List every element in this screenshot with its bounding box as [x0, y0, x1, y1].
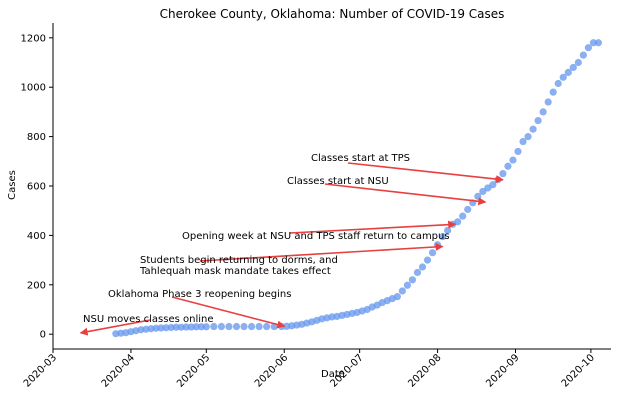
annotation-arrow	[199, 242, 444, 262]
data-point	[534, 116, 542, 125]
data-point	[594, 39, 603, 47]
x-tick-label: 2020-08	[406, 352, 443, 389]
data-point	[554, 79, 562, 88]
data-point	[464, 205, 472, 214]
x-tick-label: 2020-10	[560, 352, 597, 389]
data-point	[504, 162, 512, 170]
data-point	[589, 39, 598, 47]
data-point	[393, 293, 401, 301]
annotation-label: Students begin returning to dorms, and	[140, 255, 338, 266]
x-tick-label: 2020-03	[22, 352, 59, 389]
annotation-label: Classes start at TPS	[311, 153, 410, 164]
y-axis-title: Cases	[7, 170, 18, 200]
y-tick-label: 1200	[21, 33, 46, 44]
data-point	[210, 322, 218, 331]
data-point	[438, 233, 447, 241]
data-point	[247, 322, 256, 331]
x-axis-title: Date	[321, 369, 345, 380]
data-point	[398, 287, 406, 295]
data-point	[549, 88, 557, 96]
data-point	[509, 156, 517, 164]
data-point	[255, 322, 263, 331]
data-point	[499, 170, 507, 178]
data-point	[418, 263, 427, 271]
data-point	[408, 276, 417, 284]
x-tick-label: 2020-06	[253, 352, 290, 389]
annotation-arrow	[324, 183, 487, 206]
data-point	[197, 323, 205, 331]
data-point	[519, 137, 527, 146]
y-tick-label: 600	[27, 182, 46, 193]
x-tick-label: 2020-04	[100, 352, 137, 389]
data-point	[544, 98, 552, 106]
data-point	[579, 51, 587, 59]
data-point	[569, 63, 577, 72]
annotation-label: NSU moves classes online	[83, 314, 214, 325]
data-point	[428, 249, 437, 257]
annotation-label: Opening week at NSU and TPS staff return…	[182, 231, 450, 242]
annotation-label: Oklahoma Phase 3 reopening begins	[108, 289, 291, 300]
y-tick-label: 200	[27, 280, 46, 291]
data-point	[529, 125, 537, 133]
annotation-arrow	[171, 296, 286, 329]
data-point	[539, 108, 547, 116]
chart-title: Cherokee County, Oklahoma: Number of COV…	[160, 7, 505, 21]
data-point	[202, 323, 210, 331]
data-point	[489, 181, 497, 189]
data-point	[479, 187, 487, 196]
y-tick-label: 400	[27, 231, 46, 242]
data-point	[172, 323, 180, 331]
x-tick-label: 2020-05	[175, 352, 212, 389]
annotation-label: Classes start at NSU	[287, 176, 389, 187]
data-point	[263, 322, 271, 331]
annotation-label: Tahlequah mask mandate takes effect	[139, 266, 331, 277]
data-point	[524, 133, 532, 141]
data-point	[444, 226, 452, 235]
data-point	[232, 322, 241, 331]
annotation-arrow	[289, 220, 457, 234]
y-tick-label: 1000	[21, 83, 46, 94]
data-point	[574, 58, 582, 67]
data-point	[564, 68, 572, 76]
data-point	[403, 281, 412, 289]
data-point	[240, 322, 248, 331]
annotation-arrow	[79, 319, 151, 336]
data-point	[192, 323, 200, 331]
data-point	[584, 44, 592, 52]
data-point	[559, 73, 567, 81]
data-point	[217, 322, 226, 331]
data-point	[413, 268, 422, 277]
annotation-arrow	[347, 162, 504, 184]
data-point	[182, 323, 190, 331]
data-point	[225, 322, 233, 331]
data-point	[459, 212, 467, 220]
y-tick-label: 0	[40, 330, 46, 341]
data-point	[423, 256, 432, 264]
data-point	[514, 147, 522, 156]
y-tick-label: 800	[27, 132, 46, 143]
x-tick-label: 2020-09	[484, 352, 521, 389]
